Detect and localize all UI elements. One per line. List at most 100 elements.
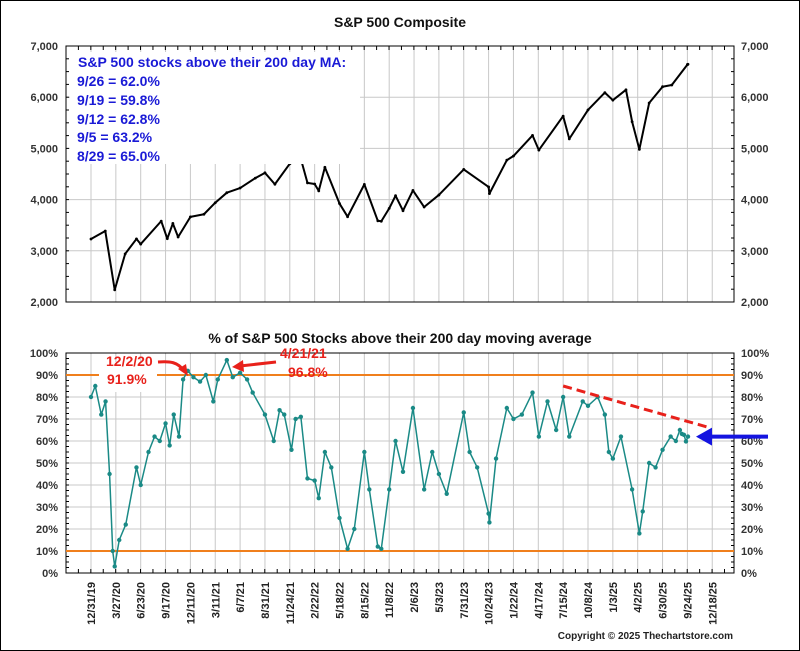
x-tick-label: 1/22/24 bbox=[508, 581, 520, 619]
price-point bbox=[376, 219, 380, 223]
info-box-heading: S&P 500 stocks above their 200 day MA: bbox=[78, 54, 346, 70]
price-point bbox=[624, 88, 628, 92]
x-tick-label: 10/24/23 bbox=[484, 582, 496, 625]
bottom-y-tick-right: 50% bbox=[741, 458, 763, 470]
breadth-point bbox=[337, 515, 342, 521]
price-point bbox=[103, 229, 107, 233]
bottom-y-tick-left: 10% bbox=[36, 546, 58, 558]
breadth-point bbox=[298, 414, 304, 419]
price-point bbox=[176, 235, 180, 239]
bottom-y-tick-left: 80% bbox=[36, 392, 58, 404]
price-point bbox=[487, 185, 490, 189]
top-y-tick-left: 4,000 bbox=[30, 195, 58, 207]
price-point bbox=[338, 202, 341, 205]
breadth-point bbox=[110, 548, 115, 554]
price-point bbox=[462, 168, 466, 171]
breadth-point bbox=[681, 432, 687, 438]
bottom-y-tick-right: 20% bbox=[741, 524, 763, 536]
x-tick-label: 6/23/20 bbox=[136, 582, 148, 619]
bottom-y-tick-left: 30% bbox=[36, 502, 58, 514]
breadth-line bbox=[90, 359, 689, 568]
bottom-y-tick-right: 0% bbox=[741, 568, 757, 580]
breadth-point bbox=[430, 449, 435, 455]
breadth-point bbox=[487, 520, 492, 525]
x-tick-label: 2/22/22 bbox=[310, 582, 322, 619]
bottom-y-tick-left: 100% bbox=[30, 348, 58, 360]
breadth-point bbox=[197, 379, 203, 384]
breadth-point bbox=[152, 434, 157, 439]
price-point bbox=[437, 193, 441, 197]
price-point bbox=[411, 189, 415, 192]
bottom-chart-title: % of S&P 500 Stocks above their 200 day … bbox=[208, 330, 592, 346]
breadth-point bbox=[362, 449, 367, 455]
price-point bbox=[630, 120, 634, 124]
bottom-plot-border bbox=[65, 352, 735, 574]
breadth-point bbox=[421, 487, 427, 492]
top-y-tick-left: 3,000 bbox=[30, 246, 58, 258]
bottom-y-tick-left: 70% bbox=[36, 414, 58, 426]
breadth-point bbox=[271, 438, 276, 444]
x-tick-label: 12/31/19 bbox=[86, 582, 98, 625]
price-point bbox=[317, 189, 321, 193]
breadth-point bbox=[176, 434, 182, 439]
breadth-point bbox=[367, 487, 372, 492]
x-tick-label: 8/15/22 bbox=[359, 582, 371, 619]
x-tick-label: 11/8/22 bbox=[384, 582, 396, 618]
info-box-line: 9/19 = 59.8% bbox=[77, 92, 160, 108]
bottom-y-tick-right: 30% bbox=[741, 502, 763, 514]
price-point bbox=[306, 181, 309, 185]
x-tick-label: 9/17/20 bbox=[161, 582, 173, 619]
breadth-point bbox=[444, 491, 449, 496]
breadth-point bbox=[653, 465, 658, 470]
breadth-point bbox=[99, 412, 104, 417]
breadth-point bbox=[211, 399, 216, 404]
x-tick-label: 4/2/25 bbox=[633, 582, 645, 613]
price-point bbox=[253, 176, 257, 180]
price-point bbox=[113, 288, 117, 292]
price-point bbox=[422, 205, 426, 209]
breadth-point bbox=[322, 449, 328, 455]
breadth-point bbox=[474, 465, 480, 470]
breadth-series bbox=[88, 357, 691, 569]
price-point bbox=[488, 192, 491, 196]
breadth-point bbox=[567, 434, 572, 439]
breadth-point bbox=[88, 394, 94, 400]
breadth-point bbox=[293, 416, 298, 422]
breadth-point bbox=[646, 460, 652, 466]
breadth-point bbox=[553, 427, 559, 433]
breadth-point bbox=[536, 434, 542, 439]
bottom-y-tick-left: 0% bbox=[42, 568, 58, 580]
breadth-point bbox=[668, 434, 673, 439]
annotation-arrowhead-1 bbox=[178, 364, 188, 376]
x-tick-label: 4/17/24 bbox=[533, 581, 545, 619]
breadth-point bbox=[685, 434, 691, 439]
breadth-point bbox=[606, 449, 612, 455]
x-tick-label: 5/18/22 bbox=[335, 582, 347, 619]
annotation-peak1-date: 12/2/20 bbox=[106, 353, 153, 369]
price-point bbox=[637, 147, 641, 151]
top-plot-border bbox=[65, 45, 735, 303]
breadth-point bbox=[157, 438, 162, 444]
breadth-point bbox=[305, 476, 310, 481]
price-point bbox=[505, 158, 509, 162]
price-point bbox=[586, 108, 590, 112]
price-point bbox=[531, 133, 534, 137]
annotation-peak2-value: 96.8% bbox=[288, 364, 328, 380]
current-value-arrow bbox=[696, 427, 768, 446]
top-y-tick-right: 6,000 bbox=[741, 92, 769, 104]
breadth-point bbox=[461, 410, 466, 415]
x-tick-label: 10/8/24 bbox=[583, 581, 595, 619]
breadth-point bbox=[610, 456, 616, 461]
bottom-y-tick-left: 60% bbox=[36, 436, 58, 448]
breadth-point bbox=[203, 372, 209, 378]
breadth-point bbox=[250, 390, 255, 395]
top-chart-axes: 2,000 2,000 3,000 3,000 4,000 4,000 5,000 5,000… bbox=[30, 41, 768, 309]
bottom-y-tick-right: 70% bbox=[741, 414, 763, 426]
price-point bbox=[323, 165, 327, 169]
breadth-point bbox=[400, 469, 406, 474]
price-point bbox=[561, 114, 565, 118]
x-tick-label: 6/7/21 bbox=[235, 582, 247, 613]
breadth-point bbox=[545, 399, 550, 404]
breadth-point bbox=[375, 544, 380, 549]
